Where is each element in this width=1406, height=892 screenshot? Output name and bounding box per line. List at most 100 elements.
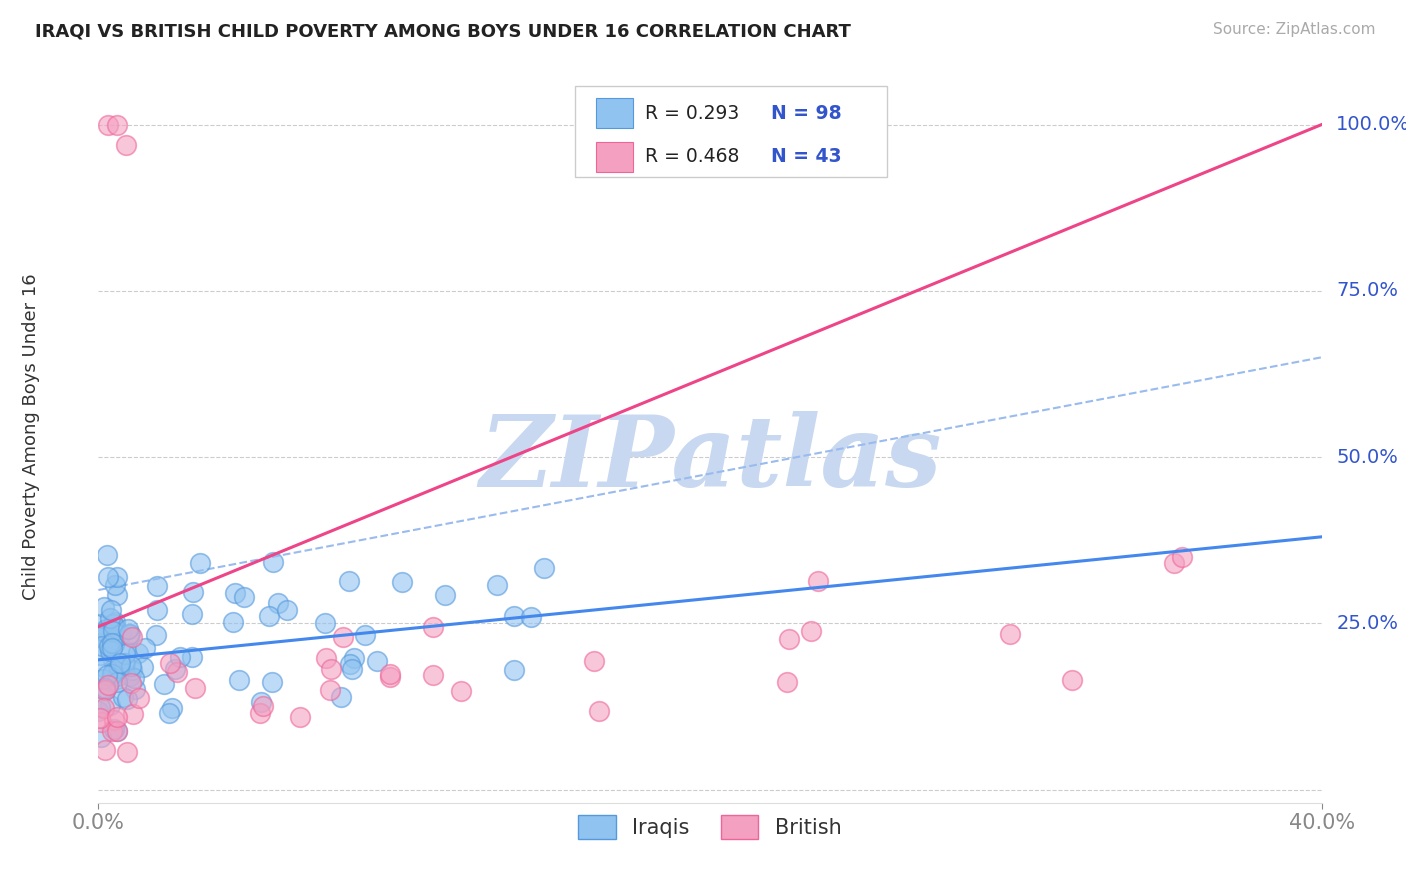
Point [1171, 549, 1194, 564]
Point [94, 743, 117, 757]
Point [224, 585, 246, 599]
Point [90, 639, 112, 653]
Point [998, 627, 1021, 641]
Point [105, 570, 128, 584]
Point [276, 602, 298, 616]
Point [180, 607, 202, 621]
Point [422, 619, 444, 633]
Point [100, 724, 122, 739]
Point [89, 699, 111, 714]
Point [96, 681, 118, 696]
Point [249, 706, 271, 720]
Point [114, 656, 136, 670]
Point [98, 611, 121, 625]
Point [340, 662, 363, 676]
Point [228, 673, 250, 687]
Text: R = 0.468: R = 0.468 [645, 147, 740, 167]
Point [105, 723, 128, 738]
Point [93, 683, 115, 698]
Point [354, 628, 377, 642]
Point [93, 599, 115, 614]
Point [262, 675, 284, 690]
Point [103, 722, 125, 736]
Point [503, 609, 526, 624]
Point [181, 584, 204, 599]
Point [91, 673, 114, 687]
Point [104, 578, 127, 592]
Point [105, 588, 128, 602]
Point [366, 654, 388, 668]
Point [118, 627, 141, 641]
Text: R = 0.293: R = 0.293 [645, 103, 740, 122]
Point [120, 675, 142, 690]
Point [519, 609, 541, 624]
Point [337, 574, 360, 588]
Point [105, 118, 128, 132]
Point [89, 648, 111, 663]
Point [391, 574, 413, 589]
Point [502, 663, 524, 677]
Point [104, 620, 127, 634]
Point [163, 662, 186, 676]
Point [339, 657, 361, 671]
Point [89, 617, 111, 632]
Point [105, 675, 128, 690]
Point [110, 656, 132, 670]
Point [98, 640, 121, 654]
Point [166, 665, 188, 680]
Point [583, 654, 606, 668]
Point [103, 624, 125, 638]
Point [321, 662, 343, 676]
Point [115, 644, 138, 658]
Point [94, 622, 117, 636]
Point [90, 731, 112, 745]
Point [1163, 557, 1185, 571]
Point [314, 615, 336, 630]
Point [267, 596, 290, 610]
Point [98, 698, 121, 713]
Point [180, 650, 202, 665]
Point [485, 578, 508, 592]
Point [330, 690, 353, 704]
Point [262, 555, 284, 569]
Point [103, 713, 125, 727]
Bar [596, 98, 633, 128]
Point [380, 670, 402, 684]
Point [800, 624, 823, 639]
Point [146, 579, 169, 593]
Point [146, 603, 169, 617]
Point [159, 656, 181, 670]
Point [87, 704, 110, 718]
Point [776, 674, 799, 689]
Point [117, 622, 139, 636]
Point [118, 627, 141, 641]
Point [533, 561, 555, 575]
Point [115, 745, 138, 759]
Legend: Iraqis, British: Iraqis, British [569, 806, 851, 847]
Point [121, 706, 143, 721]
Point [188, 556, 211, 570]
Point [108, 661, 131, 675]
Point [450, 684, 472, 698]
Point [121, 630, 143, 644]
Point [1062, 673, 1084, 687]
Point [288, 710, 311, 724]
Point [157, 706, 180, 720]
Point [588, 704, 610, 718]
Point [807, 574, 830, 588]
Point [110, 627, 132, 641]
Point [100, 641, 122, 656]
Point [121, 658, 143, 673]
Point [778, 632, 800, 646]
Point [433, 588, 456, 602]
Point [100, 603, 122, 617]
Point [128, 691, 150, 706]
Point [101, 665, 124, 680]
Point [89, 628, 111, 642]
Point [122, 671, 145, 685]
Point [343, 651, 366, 665]
Point [121, 663, 143, 677]
Point [115, 137, 138, 152]
Point [124, 682, 146, 697]
Point [169, 650, 191, 665]
